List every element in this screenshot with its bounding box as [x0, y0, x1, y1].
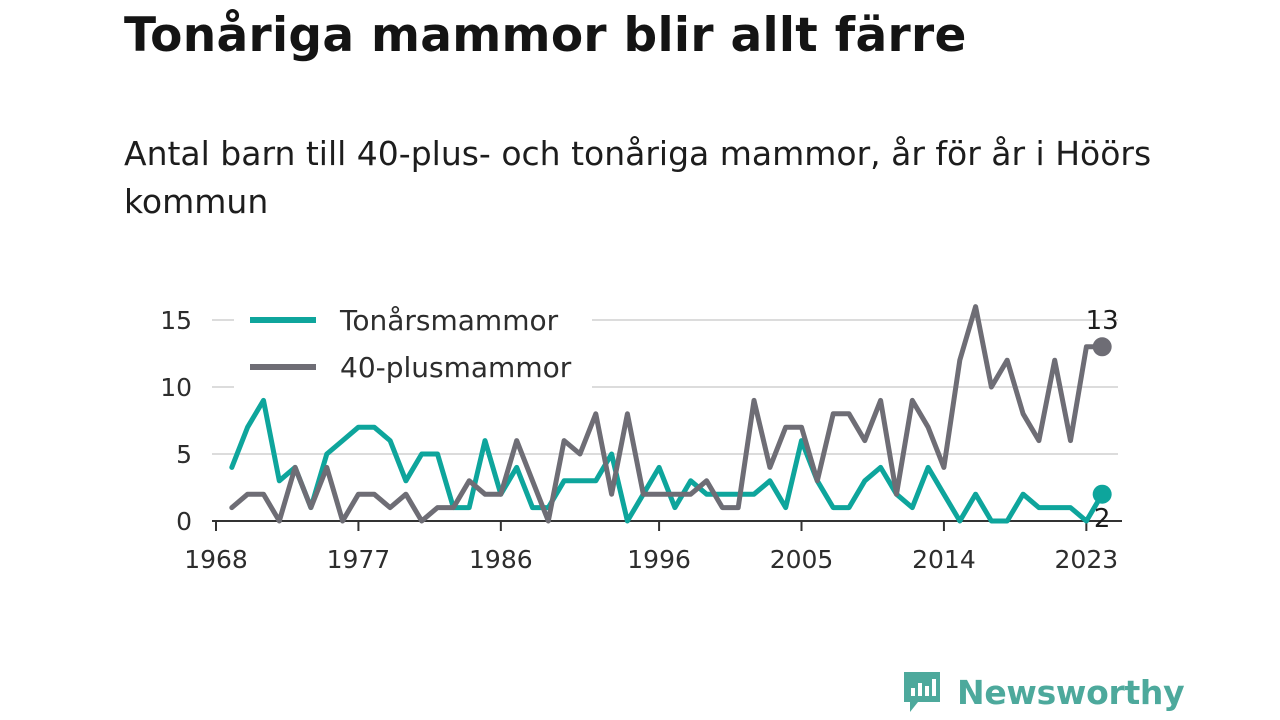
series-line-tonarsmammor: [229, 397, 1105, 524]
series-end-marker-40-plusmammor: [1092, 337, 1112, 357]
logo-text: Newsworthy: [957, 672, 1185, 712]
x-tick-label: 1977: [327, 545, 391, 574]
legend-label-tonarsmammor: Tonårsmammor: [339, 304, 559, 337]
series-end-label-40-plusmammor: 13: [1086, 306, 1119, 336]
y-tick-label: 5: [176, 440, 192, 469]
x-tick-label: 1996: [627, 545, 691, 574]
y-tick-label: 0: [176, 507, 192, 536]
x-tick-label: 2005: [770, 545, 834, 574]
line-chart: 0 5 10 15 1968 1977 1986 1996 2005 2014 2023 Tonår…: [160, 294, 1122, 574]
series-line-40-plusmammor: [229, 304, 1105, 524]
legend-background: [234, 294, 592, 390]
newsworthy-logo: Newsworthy: [902, 670, 1185, 714]
x-tick-label: 2023: [1055, 545, 1119, 574]
y-tick-label: 10: [160, 373, 192, 402]
y-tick-label: 15: [160, 306, 192, 335]
x-tick-label: 1968: [184, 545, 248, 574]
legend-label-40-plusmammor: 40-plusmammor: [340, 351, 572, 384]
x-tick-label: 2014: [912, 545, 976, 574]
x-tick-label: 1986: [469, 545, 533, 574]
series-end-marker-tonarsmammor: [1092, 484, 1112, 504]
chart-title: Tonåriga mammor blir allt färre: [124, 8, 967, 63]
series-end-label-tonarsmammor: 2: [1094, 504, 1111, 534]
chart-subtitle: Antal barn till 40-plus- och tonåriga ma…: [124, 134, 1152, 221]
newsworthy-logo-icon: [904, 672, 940, 712]
